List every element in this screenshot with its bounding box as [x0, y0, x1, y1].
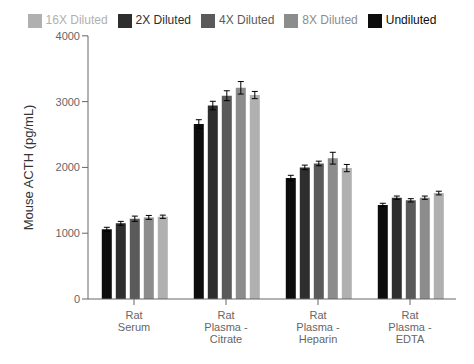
svg-text:RatSerum: RatSerum: [118, 309, 150, 333]
svg-text:3000: 3000: [56, 96, 80, 108]
svg-text:1000: 1000: [56, 227, 80, 239]
html-text:16X Diluted: 16X Diluted: [45, 13, 108, 27]
svg-text:2000: 2000: [56, 161, 80, 173]
html-text:Undiluted: Undiluted: [385, 13, 437, 27]
svg-text:RatPlasma -Citrate: RatPlasma -Citrate: [204, 309, 248, 345]
svg-text:0: 0: [74, 293, 80, 305]
svg-text:Mouse ACTH (pg/mL): Mouse ACTH (pg/mL): [21, 105, 36, 231]
svg-text:RatPlasma -Heparin: RatPlasma -Heparin: [296, 309, 340, 345]
html-text:2X Diluted: 2X Diluted: [135, 13, 191, 27]
html-text:4X Diluted: 4X Diluted: [219, 13, 275, 27]
svg-text:RatPlasma -EDTA: RatPlasma -EDTA: [388, 309, 432, 345]
svg-text:4000: 4000: [56, 30, 80, 42]
html-text:8X Diluted: 8X Diluted: [302, 13, 358, 27]
